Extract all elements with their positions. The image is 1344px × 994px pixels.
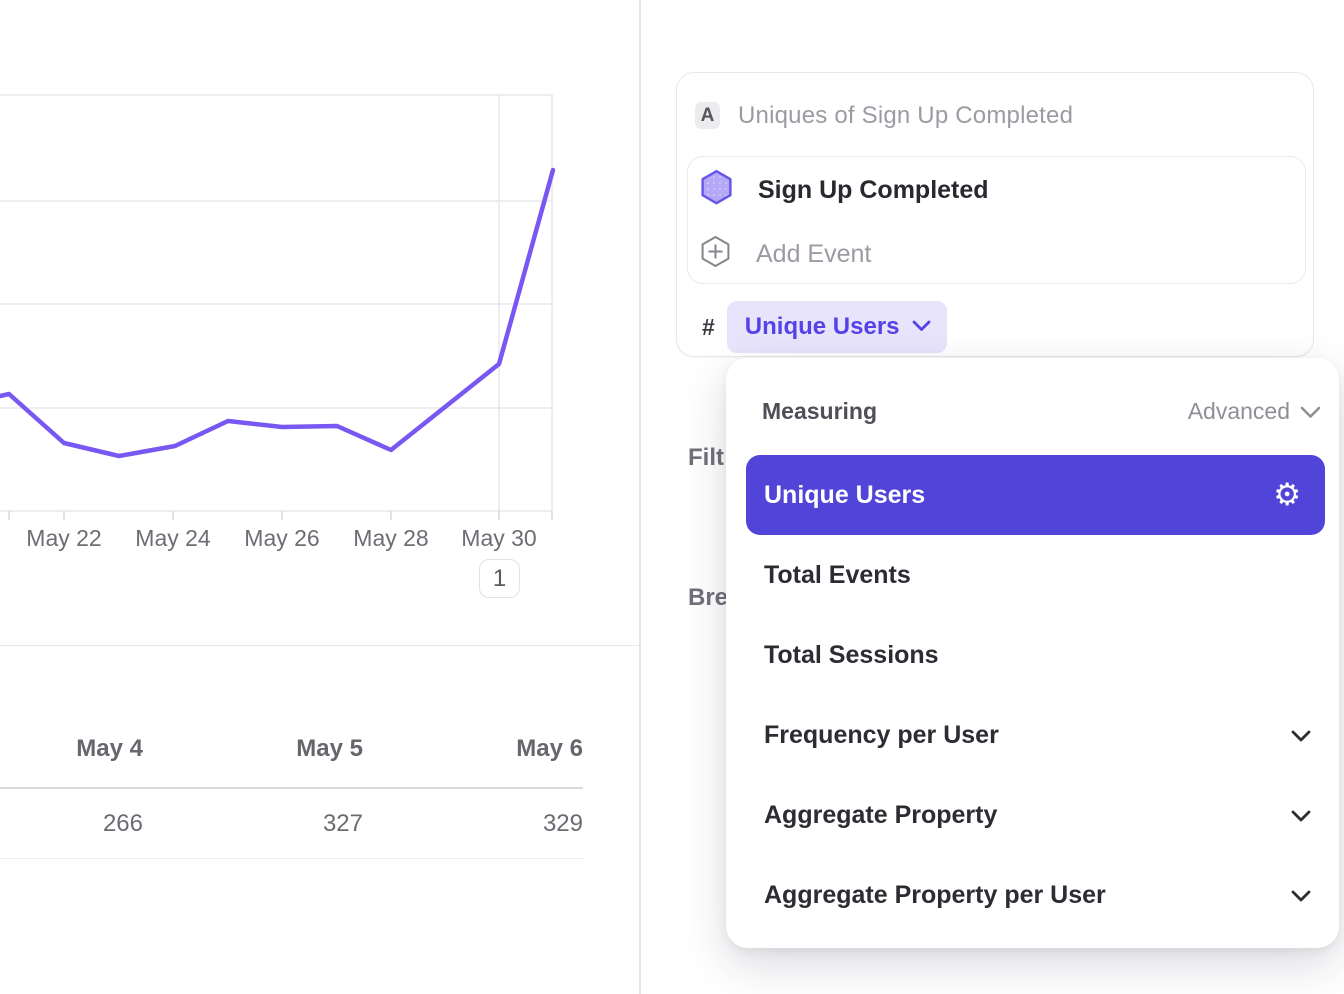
measurement-chip-label: Unique Users	[744, 313, 900, 340]
add-event-label: Add Event	[756, 239, 872, 268]
add-event-button[interactable]: Add Event	[700, 234, 871, 274]
chevron-down-icon	[1300, 398, 1321, 425]
advanced-label: Advanced	[1187, 397, 1290, 424]
breakdown-heading: Bre	[688, 584, 729, 611]
query-header: A Uniques of Sign Up Completed	[695, 102, 1073, 129]
measuring-label: Measuring	[762, 397, 878, 424]
filters-heading: Filt	[688, 444, 724, 471]
menu-item-label: Aggregate Property	[764, 800, 998, 829]
event-name: Sign Up Completed	[758, 175, 989, 204]
chevron-down-icon	[1291, 721, 1311, 750]
table-header-cell: May 5	[296, 735, 363, 762]
table-header-row: May 4 May 5 May 6	[0, 711, 583, 789]
menu-item-total-events[interactable]: Total Events	[726, 535, 1339, 615]
menu-item-label: Total Sessions	[764, 640, 939, 669]
gear-icon[interactable]: ⚙	[1273, 476, 1301, 513]
measurement-row: # Unique Users	[702, 301, 947, 353]
x-axis-label: May 28	[353, 525, 428, 551]
table-value-cell: 266	[102, 809, 143, 837]
chevron-down-icon	[1291, 801, 1311, 830]
table-value-cell: 329	[542, 809, 583, 837]
measuring-dropdown: Measuring Advanced Unique Users ⚙ Total …	[726, 358, 1339, 948]
table-row: 266 327 329	[0, 789, 583, 859]
event-card: Sign Up Completed Add Event	[687, 156, 1306, 284]
menu-item-frequency-per-user[interactable]: Frequency per User	[726, 695, 1339, 775]
advanced-toggle[interactable]: Advanced	[1188, 398, 1321, 425]
query-title: Uniques of Sign Up Completed	[738, 101, 1074, 129]
menu-item-label: Total Events	[764, 560, 911, 589]
menu-item-label: Aggregate Property per User	[764, 880, 1106, 909]
event-hexagon-icon	[700, 169, 733, 211]
menu-item-aggregate-property-per-user[interactable]: Aggregate Property per User	[726, 855, 1339, 935]
table-header-cell: May 6	[516, 735, 583, 762]
data-table: May 4 May 5 May 6 266 327 329	[0, 645, 640, 994]
x-axis-label: May 24	[135, 525, 211, 551]
series-a-badge: A	[695, 102, 720, 129]
chart-line	[0, 167, 556, 459]
pane-divider	[639, 0, 641, 994]
event-row[interactable]: Sign Up Completed	[700, 170, 989, 210]
menu-item-aggregate-property[interactable]: Aggregate Property	[726, 775, 1339, 855]
x-axis-label: May 22	[26, 525, 101, 551]
trend-chart: May 22 May 24 May 26 May 28 May 30	[0, 94, 556, 551]
menu-item-unique-users[interactable]: Unique Users ⚙	[746, 455, 1325, 535]
x-axis-label: May 26	[244, 525, 319, 551]
measurement-chip[interactable]: Unique Users	[726, 301, 947, 353]
menu-item-total-sessions[interactable]: Total Sessions	[726, 615, 1339, 695]
hash-symbol: #	[702, 313, 715, 340]
chevron-down-icon	[912, 320, 931, 335]
x-axis-label: May 30	[461, 525, 536, 551]
table-header-cell: May 4	[76, 735, 143, 762]
pagination-badge[interactable]: 1	[479, 559, 520, 598]
menu-item-label: Unique Users	[764, 480, 926, 509]
table-value-cell: 327	[322, 809, 363, 837]
chevron-down-icon	[1291, 881, 1311, 910]
menu-item-label: Frequency per User	[764, 720, 999, 749]
query-card: A Uniques of Sign Up Completed	[676, 72, 1314, 357]
add-event-hexagon-plus-icon	[700, 235, 731, 273]
dropdown-header: Measuring Advanced	[762, 388, 1321, 434]
